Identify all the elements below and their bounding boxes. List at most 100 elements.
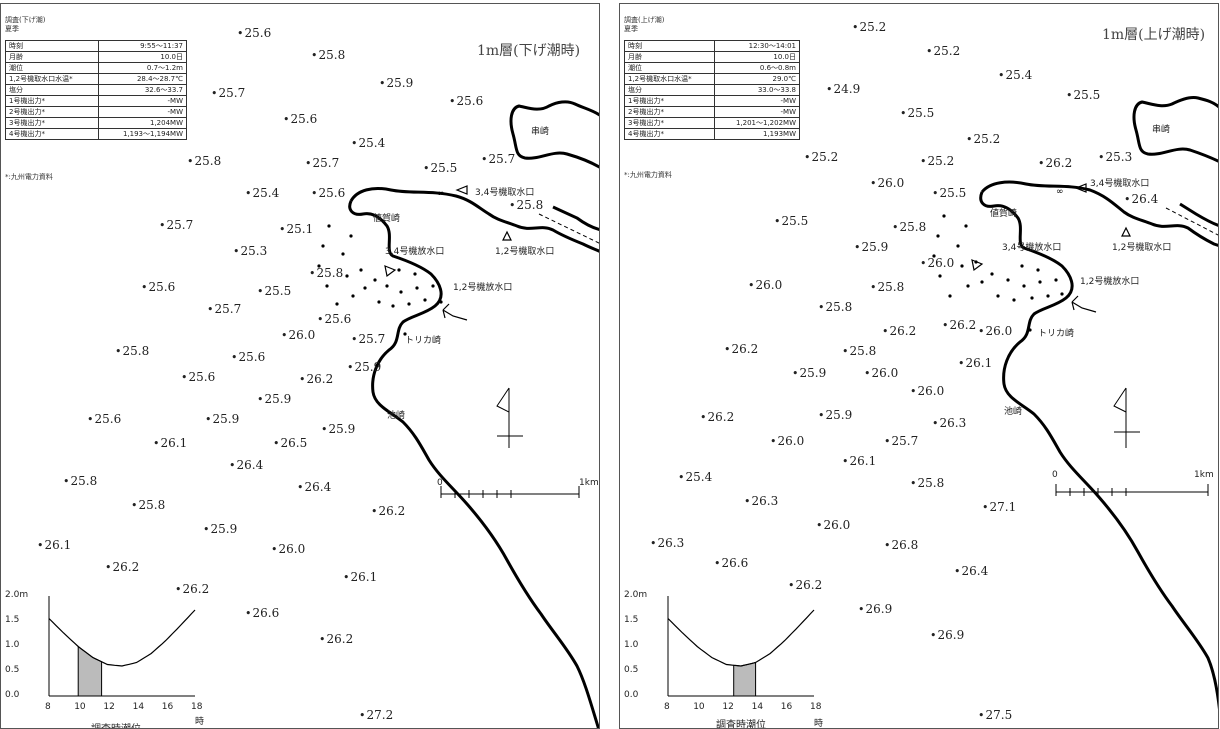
- info-value: 9:55～11:37: [97, 40, 188, 52]
- info-label: 時刻: [5, 40, 99, 52]
- temperature-point: 26.1: [343, 570, 378, 584]
- info-label: 時刻: [624, 40, 715, 52]
- station-dot-grid: [932, 214, 1064, 332]
- temperature-point: 25.6: [449, 94, 484, 108]
- info-value: 1,193MW: [713, 128, 801, 140]
- station-dot: [938, 274, 942, 278]
- temperature-point: 26.0: [864, 366, 899, 380]
- temperature-point: 26.8: [884, 538, 919, 552]
- station-dot: [423, 298, 427, 302]
- temperature-point: 25.7: [211, 86, 246, 100]
- intake12-triangle-icon: [502, 230, 512, 241]
- tide-chart: [667, 596, 815, 697]
- survey-header: 調査(下げ潮) 夏季: [5, 16, 45, 34]
- temperature-point: 25.6: [317, 312, 352, 326]
- temperature-point: 25.8: [818, 300, 853, 314]
- outlet34-triangle-icon: [384, 265, 397, 278]
- temperature-point: 25.8: [131, 498, 166, 512]
- temperature-point: 25.5: [932, 186, 967, 200]
- temperature-point: 25.7: [884, 434, 919, 448]
- info-label: 1号機出力*: [624, 95, 715, 107]
- temperature-point: 24.9: [826, 82, 861, 96]
- temperature-point: 25.4: [245, 186, 280, 200]
- source-note: *:九州電力資料: [5, 173, 53, 181]
- tide-y-tick: 2.0m: [624, 590, 648, 600]
- temperature-point: 26.0: [816, 518, 851, 532]
- info-label: 4号機出力*: [624, 128, 715, 140]
- station-dot: [1036, 268, 1040, 272]
- intake34-triangle-icon: [1074, 183, 1087, 193]
- label-outlet-12: 1,2号機放水口: [453, 283, 513, 293]
- station-dot: [990, 272, 994, 276]
- station-dot: [966, 284, 970, 288]
- temperature-point: 25.9: [257, 392, 292, 406]
- info-row: 潮位 0.6～0.8m: [624, 62, 801, 74]
- label-outlet-12: 1,2号機放水口: [1080, 277, 1140, 287]
- station-dot: [385, 284, 389, 288]
- scale-end-label: 1km: [1194, 470, 1214, 480]
- label-intake-34: 3,4号機取水口: [475, 188, 535, 198]
- outlet34-triangle-icon: [971, 259, 984, 272]
- tide-x-tick: 12: [103, 702, 115, 712]
- tide-x-tick: 16: [780, 702, 793, 712]
- station-dot: [373, 278, 377, 282]
- temperature-point: 26.2: [724, 342, 759, 356]
- temperature-point: 25.8: [115, 344, 150, 358]
- north-arrow: [1113, 387, 1140, 448]
- temperature-point: 26.3: [932, 416, 967, 430]
- season-label: 夏季: [624, 25, 638, 33]
- station-dot: [415, 286, 419, 290]
- temperature-point: 25.9: [818, 408, 853, 422]
- kushizaki-coast: [1132, 96, 1218, 163]
- temperature-point: 26.0: [271, 542, 306, 556]
- temperature-point: 26.4: [229, 458, 264, 472]
- info-row: 1号機出力* -MW: [5, 95, 188, 107]
- info-label: 塩分: [624, 84, 715, 96]
- tide-x-tick: 8: [45, 702, 51, 712]
- scale-bar: [1055, 484, 1209, 496]
- scale-bar: [440, 486, 580, 498]
- tide-y-tick: 0.0: [5, 690, 20, 700]
- map-canvas: ∞: [667, 96, 1218, 710]
- info-row: 時刻 9:55～11:37: [5, 40, 188, 52]
- temperature-point: 25.7: [305, 156, 340, 170]
- temperature-point: 26.1: [958, 356, 993, 370]
- tide-curve: [48, 609, 196, 667]
- scale-zero-label: 0: [437, 478, 443, 488]
- info-value: 28.4～28.7℃: [97, 73, 188, 85]
- label-outlet-34: 3,4号機放水口: [1002, 243, 1062, 253]
- station-dot: [335, 302, 339, 306]
- temperature-point: 26.0: [770, 434, 805, 448]
- label-intake-34: 3,4号機取水口: [1090, 179, 1150, 189]
- label-intake-12: 1,2号機取水口: [1112, 243, 1172, 253]
- layer-title: 1m層(上げ潮時): [1102, 27, 1206, 43]
- temperature-point: 26.4: [297, 480, 332, 494]
- info-label: 1号機出力*: [5, 95, 99, 107]
- info-label: 月齢: [624, 51, 715, 63]
- temperature-point: 25.6: [283, 112, 318, 126]
- survey-type-label: 調査(下げ潮): [5, 16, 46, 24]
- temperature-point: 25.3: [1098, 150, 1133, 164]
- temperature-point: 25.1: [279, 222, 314, 236]
- north-arrow: [496, 387, 523, 448]
- info-value: -MW: [97, 95, 188, 107]
- info-value: 33.0～33.8: [713, 84, 801, 96]
- station-dot: [1006, 278, 1010, 282]
- temperature-point: 25.8: [870, 280, 905, 294]
- station-dot: [327, 224, 331, 228]
- info-row: 塩分 33.0～33.8: [624, 84, 801, 96]
- temperature-point: 26.3: [744, 494, 779, 508]
- station-dot: [413, 272, 417, 276]
- label-sagazaki: 値賀崎: [373, 214, 401, 224]
- info-label: 4号機出力*: [5, 128, 99, 140]
- info-value: 0.7～1.2m: [97, 62, 188, 74]
- temperature-point: 25.5: [900, 106, 935, 120]
- label-sagazaki: 値賀崎: [990, 209, 1018, 219]
- station-dot: [1012, 298, 1016, 302]
- coastline-south: [348, 200, 599, 728]
- temperature-point: 26.2: [319, 632, 354, 646]
- label-ikezaki: 池崎: [1004, 407, 1023, 417]
- tide-x-tick: 18: [810, 702, 822, 712]
- temperature-point: 26.0: [910, 384, 945, 398]
- station-dot: [960, 264, 964, 268]
